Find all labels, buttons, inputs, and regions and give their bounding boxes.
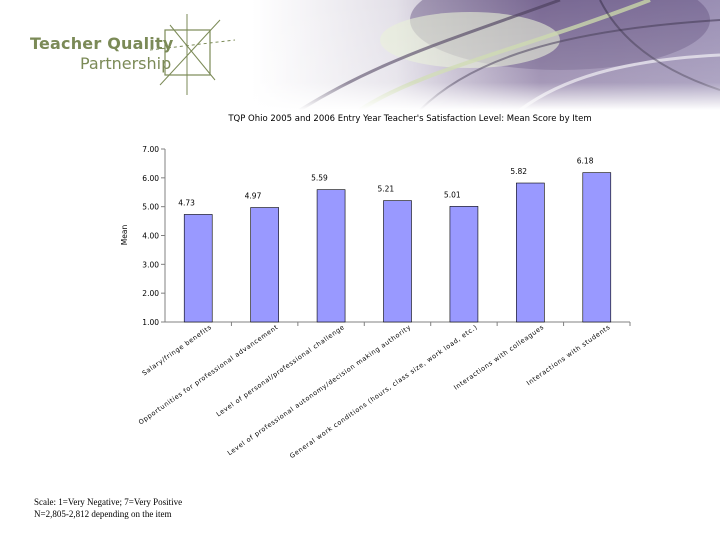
bar [516,182,545,323]
x-tick-label: Salary/fringe benefits [141,323,214,377]
logo-mark-icon [149,14,236,95]
bar [582,172,612,323]
logo: Teacher Quality Partnership [30,34,173,73]
value-label: 4.73 [178,198,195,207]
y-axis-label: Mean [120,225,129,246]
footnote-scale: Scale: 1=Very Negative; 7=Very Positive [34,497,183,507]
y-tick-label: 2.00 [142,289,159,298]
logo-title: Teacher Quality [30,34,174,53]
x-tick-label: Opportunities for professional advanceme… [137,323,280,426]
value-label: 4.97 [245,192,262,201]
chart-title: TQP Ohio 2005 and 2006 Entry Year Teache… [227,114,591,124]
bar [449,206,479,323]
logo-subtitle: Partnership [80,54,172,73]
bar [183,214,213,323]
y-tick-label: 7.00 [142,145,159,154]
value-label: 5.01 [444,190,461,199]
banner-background [0,0,720,110]
bar [316,189,346,323]
bar [383,200,412,323]
header-banner: Teacher Quality Partnership [0,0,720,110]
bar [250,207,279,323]
y-tick-label: 4.00 [142,232,159,241]
x-tick-label: Level of personal/professional challenge [215,323,346,418]
value-label: 5.59 [311,174,328,183]
footnote: Scale: 1=Very Negative; 7=Very Positive … [34,496,182,520]
y-tick-label: 5.00 [142,203,159,212]
y-tick-label: 1.00 [142,318,159,327]
y-tick-label: 6.00 [142,174,159,183]
y-tick-label: 3.00 [142,260,159,269]
footnote-sample-size: N=2,805-2,812 depending on the item [34,509,172,519]
value-label: 6.18 [577,157,594,166]
value-label: 5.21 [378,185,395,194]
value-label: 5.82 [510,167,527,176]
